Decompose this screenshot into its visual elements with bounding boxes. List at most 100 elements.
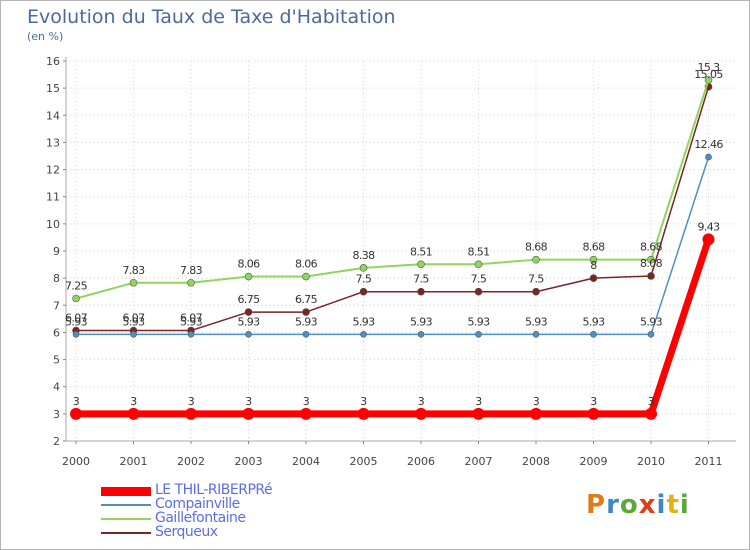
x-tick-label: 2002: [177, 455, 205, 468]
y-tick-label: 9: [53, 245, 60, 258]
data-label: 3: [73, 395, 80, 408]
legend-item: Compainville: [101, 496, 341, 512]
data-label: 5.93: [122, 315, 145, 328]
data-label: 15.3: [697, 61, 720, 74]
y-tick-label: 5: [53, 354, 60, 367]
data-point: [415, 407, 427, 420]
data-label: 6.75: [237, 293, 260, 306]
data-point: [532, 255, 540, 264]
data-point: [300, 407, 312, 420]
x-tick-label: 2008: [522, 455, 550, 468]
data-point: [647, 331, 655, 338]
legend-swatch: [101, 518, 151, 520]
data-point: [359, 264, 368, 272]
data-label: 3: [130, 395, 137, 408]
data-label: 6.07: [122, 312, 145, 325]
x-tick-label: 2005: [350, 455, 378, 468]
data-label: 6.07: [180, 312, 203, 325]
data-label: 8.68: [525, 241, 548, 254]
labels-series-2: 5.93 5.93 5.93 5.93 5.93 5.93 5.93 5.93 5.93 5.93…: [65, 138, 724, 328]
data-point: [187, 331, 195, 338]
data-label: 3: [533, 395, 540, 408]
data-point: [244, 308, 253, 316]
data-point: [647, 272, 655, 280]
data-point: [302, 308, 310, 316]
legend-label: LE THIL-RIBERPRé: [155, 482, 273, 498]
data-label: 8.51: [467, 245, 489, 258]
y-tick-label: 16: [46, 55, 60, 68]
y-tick-label: 11: [46, 191, 60, 204]
data-label: 5.93: [410, 315, 433, 328]
data-point: [359, 287, 368, 296]
data-point: [70, 407, 82, 420]
legend: LE THIL-RIBERPRé Compainville Gaillefontai…: [101, 482, 341, 540]
data-point: [130, 331, 137, 338]
x-tick-label: 2003: [235, 455, 263, 468]
labels-series-1: 3 3 3 3 3 3 3 3 3 3 3 9.43: [73, 220, 721, 408]
data-label: 7.5: [413, 273, 429, 286]
logo-letter: r: [606, 490, 620, 520]
legend-swatch: [101, 486, 151, 496]
logo-letter: P: [586, 490, 607, 520]
data-point: [589, 274, 598, 282]
data-label: 3: [648, 395, 655, 408]
logo-letter: i: [679, 490, 690, 520]
logo-letter: o: [619, 490, 639, 520]
data-label: 3: [475, 395, 482, 408]
proxiti-logo: Proxiti: [586, 490, 690, 520]
x-tick-label: 2009: [580, 455, 608, 468]
data-point: [129, 278, 138, 287]
data-point: [587, 407, 600, 420]
series-1: [70, 233, 715, 420]
y-tick-label: 14: [46, 109, 60, 122]
data-label: 3: [188, 395, 195, 408]
x-tick-label: 2001: [120, 455, 148, 468]
series-4: [72, 82, 713, 335]
data-point: [532, 331, 540, 338]
data-point: [704, 76, 713, 84]
data-label: 7.5: [528, 273, 544, 286]
labels-series-4: 6.07 6.07 6.07 6.75 6.75 7.5 7.5 7.5 7.5 8 8.08 15.…: [65, 68, 724, 325]
logo-letter: x: [638, 490, 657, 520]
y-tick-label: 2: [53, 435, 60, 448]
logo-letter: t: [666, 490, 680, 520]
data-point: [472, 407, 485, 420]
data-label: 15.05: [694, 68, 723, 81]
data-point: [475, 331, 482, 338]
data-label: 8.51: [410, 245, 432, 258]
y-tick-label: 3: [53, 408, 60, 421]
data-point: [72, 294, 80, 303]
data-label: 7.83: [180, 264, 203, 277]
labels-series-3: 7.25 7.83 7.83 8.06 8.06 8.38 8.51 8.51 8.68 8.68…: [65, 61, 721, 293]
legend-item: Gaillefontaine: [101, 510, 341, 526]
legend-label: Serqueux: [155, 524, 218, 540]
data-point: [532, 287, 540, 296]
data-point: [360, 331, 367, 338]
data-point: [302, 331, 310, 338]
data-label: 6.07: [65, 312, 88, 325]
data-label: 9.43: [697, 220, 720, 233]
data-label: 5.93: [180, 315, 203, 328]
data-label: 5.93: [295, 315, 318, 328]
data-point: [242, 407, 255, 420]
data-label: 3: [360, 395, 367, 408]
data-point: [72, 331, 80, 338]
legend-swatch: [101, 532, 151, 534]
series-line: [76, 238, 712, 418]
legend-label: Compainville: [155, 496, 240, 512]
x-tick-label: 2011: [695, 455, 723, 468]
data-label: 5.93: [65, 315, 88, 328]
data-label: 8.38: [352, 249, 375, 262]
data-point: [417, 331, 425, 338]
data-label: 8: [590, 259, 597, 272]
data-point: [645, 407, 657, 420]
data-label: 7.5: [356, 273, 372, 286]
data-point: [127, 407, 140, 420]
y-tick-label: 8: [53, 272, 60, 285]
data-label: 7.25: [65, 280, 88, 293]
legend-swatch: [101, 504, 151, 506]
y-tick-label: 12: [46, 164, 60, 177]
data-point: [647, 255, 655, 264]
data-point: [357, 407, 370, 420]
